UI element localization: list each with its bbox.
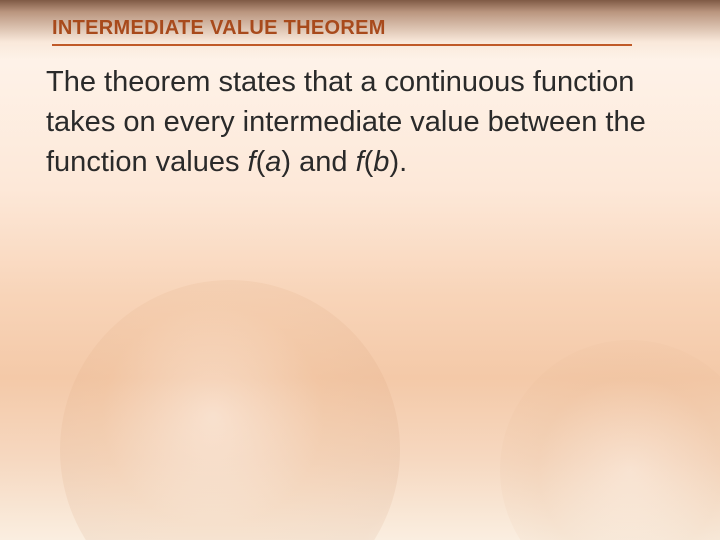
body-text-run: ( <box>256 146 266 178</box>
slide: INTERMEDIATE VALUE THEOREM The theorem s… <box>0 0 720 540</box>
title-underline <box>52 44 632 46</box>
body-text-run: ) and <box>281 146 355 178</box>
body-text-italic: a <box>265 146 281 178</box>
slide-title: INTERMEDIATE VALUE THEOREM <box>52 17 386 40</box>
decorative-clock-glow <box>60 280 400 540</box>
body-text-italic: f <box>356 146 364 178</box>
decorative-glow-secondary <box>500 340 720 540</box>
body-text-italic: b <box>373 146 389 178</box>
body-text-run: ( <box>364 146 374 178</box>
body-text-italic: f <box>248 146 256 178</box>
slide-body: The theorem states that a continuous fun… <box>46 62 660 182</box>
body-text-run: ). <box>389 146 407 178</box>
